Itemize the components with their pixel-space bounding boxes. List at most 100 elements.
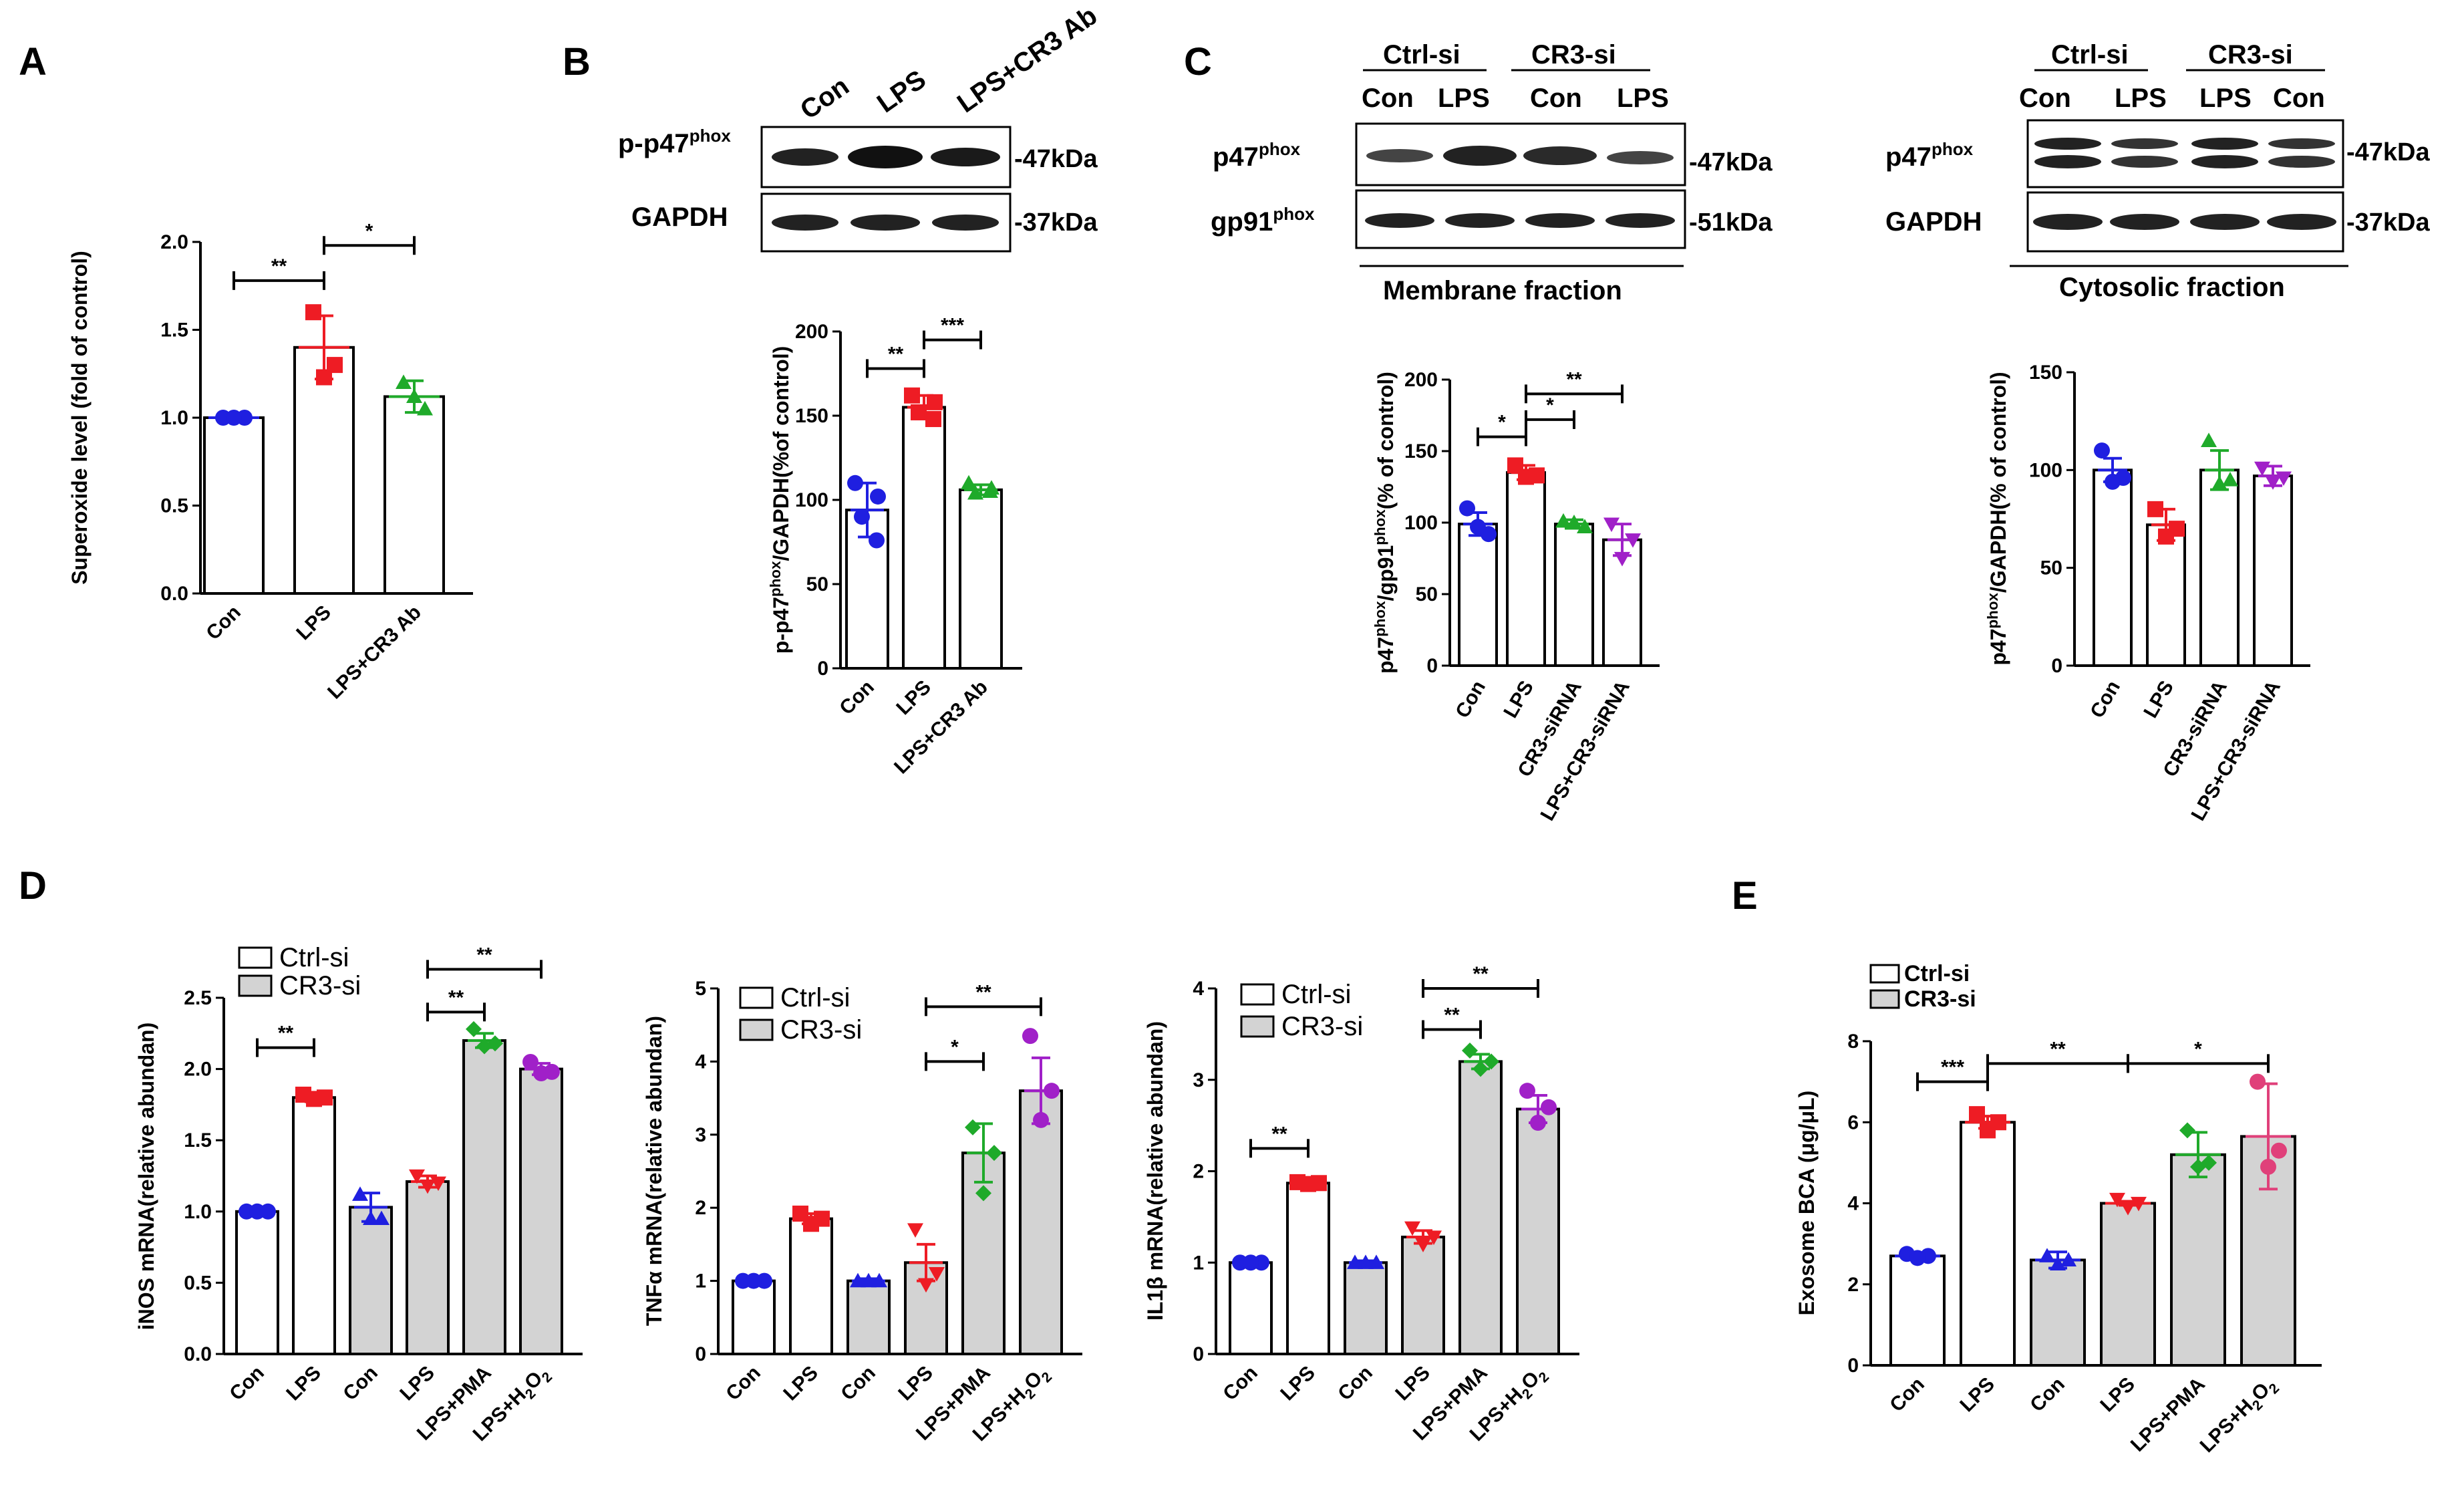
- data-point: [2250, 1073, 2266, 1090]
- blot-b-band: [931, 148, 1000, 166]
- legend-label-ctrl: Ctrl-si: [1281, 980, 1351, 1009]
- x-category-label: Con: [1451, 677, 1490, 722]
- significance-label: *: [951, 1036, 959, 1058]
- blot-b-band: [772, 148, 838, 166]
- data-point: [2109, 1192, 2125, 1208]
- bar: [462, 1039, 506, 1355]
- panel-label-a: A: [19, 40, 47, 84]
- significance-label: **: [1444, 1004, 1460, 1027]
- blot-cc-band: [2191, 138, 2258, 150]
- data-point: [2190, 1158, 2206, 1175]
- bar: [235, 1210, 279, 1356]
- y-tick-label: 2: [695, 1197, 706, 1219]
- legend-swatch-ctrl: [1869, 964, 1900, 984]
- blot-cc-band: [2268, 156, 2335, 168]
- data-point: [417, 400, 433, 416]
- y-tick-label: 6: [1847, 1111, 1859, 1133]
- data-point: [965, 1119, 981, 1135]
- data-point: [466, 1021, 482, 1037]
- blot-cc-kda-1: -47kDa: [2346, 138, 2430, 166]
- y-tick-label: 0.0: [160, 583, 188, 605]
- blot-cc-group-1: Ctrl-si: [2051, 40, 2129, 70]
- x-category-label: LPS: [779, 1362, 822, 1405]
- blot-cm-lane-4: LPS: [1617, 84, 1669, 113]
- bar: [292, 1096, 336, 1355]
- x-category-label: Con: [1885, 1373, 1929, 1417]
- significance-label: **: [1566, 368, 1582, 390]
- y-axis-label: Exosome BCA (μg/μL): [1795, 1091, 1819, 1316]
- significance-label: ***: [1941, 1057, 1964, 1079]
- data-point: [2254, 461, 2270, 477]
- data-point: [2050, 1256, 2066, 1271]
- legend-swatch-cr3: [1240, 1015, 1275, 1038]
- bar: [2100, 1202, 2156, 1367]
- data-point: [2179, 1122, 2195, 1139]
- bar: [349, 1206, 393, 1356]
- data-point: [316, 369, 332, 386]
- data-point: [927, 394, 943, 410]
- y-tick-label: 0.0: [184, 1343, 212, 1365]
- data-point: [522, 1053, 538, 1070]
- y-axis-label: p-p47phox/GAPDH(%of control): [767, 346, 793, 654]
- data-point: [1519, 1083, 1535, 1099]
- data-point: [352, 1186, 368, 1201]
- panel-label-e: E: [1732, 874, 1758, 918]
- data-point: [869, 532, 885, 549]
- y-tick-label: 1: [695, 1270, 706, 1293]
- data-point: [1625, 533, 1641, 548]
- data-point: [870, 488, 886, 505]
- bar: [846, 1279, 891, 1355]
- y-axis-label: IL1β mRNA(relative abundan): [1143, 1021, 1167, 1321]
- chart-c-cytosol: 0 50 100 150 p47phox/GAPDH(% of control) Con L…: [1984, 362, 2310, 825]
- data-point: [918, 1278, 934, 1293]
- y-tick-label: 0.5: [160, 495, 188, 517]
- significance-label: **: [271, 255, 287, 277]
- data-point: [1300, 1176, 1316, 1192]
- data-point: [1044, 1083, 1060, 1099]
- y-tick-label: 100: [1404, 512, 1438, 534]
- data-point: [406, 388, 422, 404]
- data-point: [1459, 500, 1475, 517]
- data-point: [2060, 1252, 2076, 1266]
- blot-b-band: [851, 215, 920, 231]
- data-point: [1426, 1230, 1442, 1245]
- data-point: [2105, 473, 2121, 490]
- y-tick-label: 100: [2029, 459, 2062, 481]
- y-tick-label: 5: [695, 978, 706, 1000]
- blot-cm-band: [1366, 149, 1433, 162]
- blot-cm-band: [1445, 213, 1515, 228]
- significance-label: **: [1473, 963, 1489, 985]
- significance-label: *: [1546, 394, 1554, 416]
- significance-label: **: [2050, 1038, 2066, 1060]
- blot-b-kda-2: -37kDa: [1014, 209, 1098, 237]
- data-point: [2276, 471, 2292, 487]
- blot-cc-band: [2267, 214, 2336, 230]
- data-point: [363, 1210, 379, 1226]
- bar: [2253, 474, 2293, 667]
- blot-b: Con LPS LPS+CR3 Ab p-p47phox GAPDH -47kD…: [618, 1, 1102, 253]
- data-point: [2271, 1142, 2287, 1159]
- bar: [519, 1067, 563, 1355]
- blot-cm-group-1: Ctrl-si: [1383, 40, 1460, 70]
- data-point: [226, 410, 242, 426]
- y-tick-label: 0: [817, 658, 828, 680]
- blot-cc-band: [2033, 214, 2103, 230]
- bar: [1554, 523, 1594, 668]
- x-category-label: Con: [225, 1362, 269, 1405]
- x-category-label: LPS+H2O2: [2196, 1373, 2283, 1460]
- y-tick-label: 100: [795, 489, 828, 511]
- blot-c-membrane: Ctrl-si CR3-si Con LPS Con LPS p47phox g…: [1211, 40, 1773, 305]
- data-point: [1980, 1122, 1996, 1139]
- x-category-label: LPS: [1499, 677, 1538, 722]
- data-point: [904, 387, 920, 404]
- data-point: [409, 1169, 425, 1184]
- significance-label: **: [476, 944, 492, 966]
- data-point: [533, 1065, 549, 1081]
- y-tick-label: 1.5: [160, 319, 188, 342]
- legend-d1: Ctrl-si CR3-si: [238, 943, 361, 1000]
- blot-b-band: [772, 215, 838, 231]
- data-point: [746, 1272, 762, 1289]
- y-tick-label: 200: [795, 321, 828, 343]
- y-tick-label: 0: [695, 1343, 706, 1365]
- significance-label: **: [975, 981, 991, 1003]
